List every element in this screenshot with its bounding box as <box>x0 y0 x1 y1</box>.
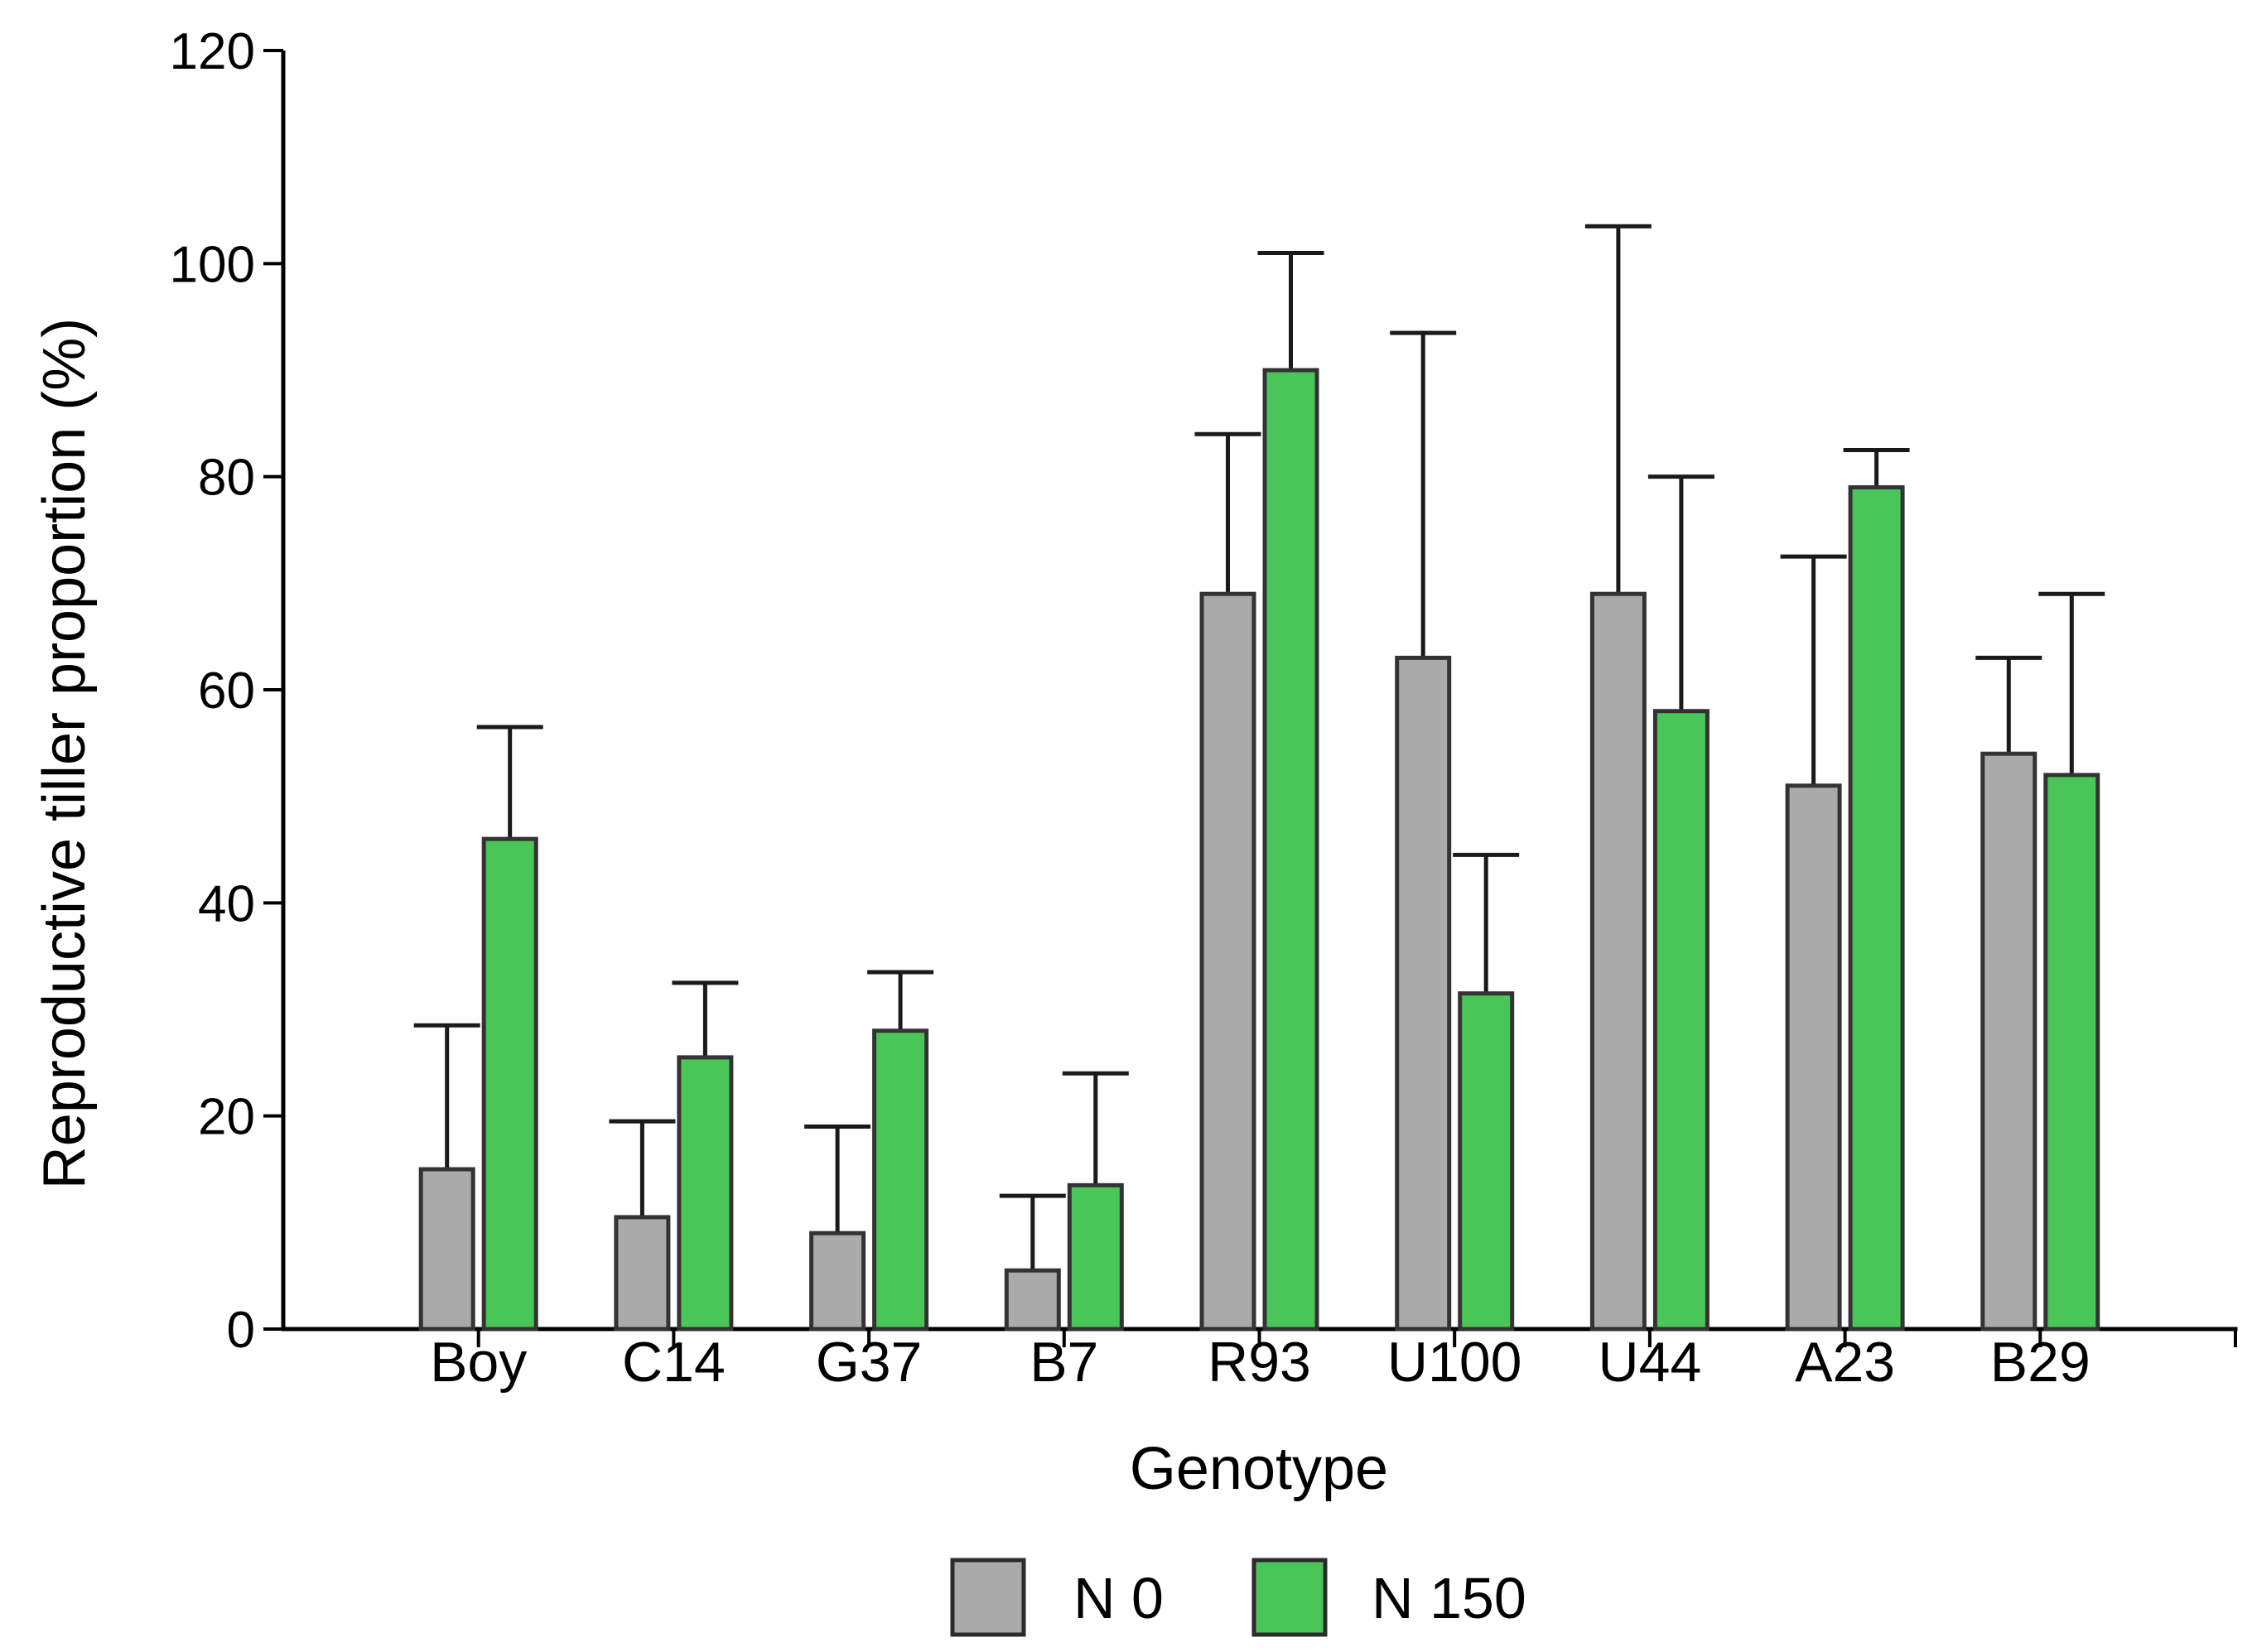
y-tick-label: 60 <box>198 662 255 720</box>
legend-label-n0: N 0 <box>1073 1566 1164 1630</box>
bar-n0-a23 <box>1785 783 1842 1332</box>
x-tick-label-c14: C14 <box>622 1331 726 1394</box>
bar-n150-u44 <box>1652 709 1709 1332</box>
bar-n0-b29 <box>1980 751 2037 1332</box>
bar-n150-c14 <box>677 1055 734 1332</box>
y-tick-label: 100 <box>170 236 255 293</box>
bar-n150-r93 <box>1262 368 1319 1332</box>
bar-n150-b7 <box>1067 1182 1124 1332</box>
x-tick-label-boy: Boy <box>430 1331 527 1394</box>
bar-n150-boy <box>481 836 538 1332</box>
x-axis-title: Genotype <box>1130 1436 1388 1502</box>
legend: N 0 N 150 <box>950 1558 1526 1637</box>
legend-label-n150: N 150 <box>1372 1566 1526 1630</box>
x-tick-label-g37: G37 <box>816 1331 923 1394</box>
bar-n0-u44 <box>1589 591 1647 1332</box>
y-axis-title: Reproductive tiller proportion (%) <box>31 318 98 1189</box>
bar-n150-g37 <box>872 1028 929 1332</box>
legend-swatch-n0 <box>950 1558 1026 1637</box>
bar-n150-b29 <box>2043 773 2100 1332</box>
bar-n0-u100 <box>1395 655 1452 1332</box>
y-tick-label: 0 <box>227 1302 255 1359</box>
x-tick-label-a23: A23 <box>1795 1331 1895 1394</box>
x-tick-label-b7: B7 <box>1030 1331 1098 1394</box>
bar-n0-g37 <box>809 1231 866 1332</box>
bar-n0-c14 <box>614 1215 671 1332</box>
y-tick-label: 80 <box>198 450 255 507</box>
plot-area: 0 20 40 60 80 100 120 Boy C14 G37 B7 R93 U100 U44 A23 B… <box>170 23 2238 1394</box>
x-tick-label-r93: R93 <box>1208 1331 1311 1394</box>
y-tick-label: 20 <box>198 1089 255 1146</box>
x-tick-label-u100: U100 <box>1387 1331 1522 1394</box>
bar-n0-boy <box>418 1167 475 1332</box>
x-tick-label-b29: B29 <box>1990 1331 2090 1394</box>
legend-swatch-n150 <box>1251 1558 1328 1637</box>
x-tick-label-u44: U44 <box>1599 1331 1702 1394</box>
bar-n150-u100 <box>1458 991 1515 1332</box>
y-tick-label: 120 <box>170 23 255 80</box>
y-tick-label: 40 <box>198 875 255 932</box>
bar-n0-r93 <box>1199 591 1256 1332</box>
bar-n150-a23 <box>1848 485 1905 1332</box>
bar-n0-b7 <box>1004 1268 1061 1332</box>
